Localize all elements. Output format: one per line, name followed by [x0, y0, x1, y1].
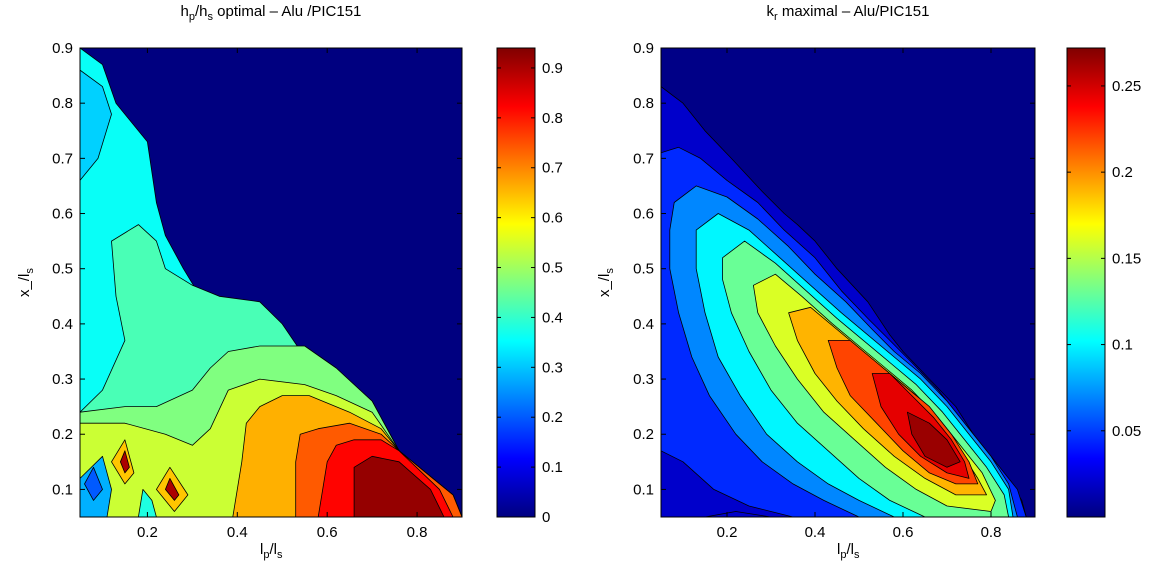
x-tick-label: 0.8 — [407, 524, 428, 541]
y-tick-label: 0.2 — [52, 426, 73, 443]
y-tick-label: 0.3 — [633, 371, 654, 388]
colorbar-tick-label: 0.4 — [542, 309, 563, 326]
y-tick-label: 0.1 — [633, 481, 654, 498]
y-tick-label: 0.9 — [52, 40, 73, 57]
contour-region-13 — [120, 450, 130, 474]
y-tick-label: 0.6 — [633, 206, 654, 223]
x-tick-label: 0.2 — [137, 524, 158, 541]
y-axis-label: x_/ls — [596, 268, 616, 297]
chart-title: hp/hs optimal – Alu /PIC151 — [180, 3, 362, 23]
x-axis-label: lp/ls — [260, 541, 283, 561]
left-chart-panel: hp/hs optimal – Alu /PIC151 0.2 0.4 0.6 0.8… — [16, 3, 563, 561]
x-tick-label: 0.6 — [317, 524, 338, 541]
x-axis-label: lp/ls — [837, 541, 860, 561]
colorbar-tick-label: 0.5 — [542, 260, 563, 277]
y-tick-label: 0.2 — [633, 426, 654, 443]
colorbar-tick-label: 0.25 — [1112, 78, 1141, 95]
y-tick-label: 0.4 — [633, 316, 654, 333]
contour-plot: 0.2 0.4 0.6 0.8 0.1 0.2 0.3 0.4 0.5 0.6 0.7 0.8 0.9 0… — [52, 40, 563, 541]
colorbar-tick-label: 0.1 — [542, 459, 563, 476]
contour-region-11 — [137, 488, 157, 517]
y-tick-label: 0.7 — [52, 150, 73, 167]
y-tick-label: 0.8 — [633, 95, 654, 112]
y-tick-label: 0.6 — [52, 206, 73, 223]
colorbar-tick-label: 0 — [542, 509, 550, 526]
x-tick-label: 0.4 — [805, 524, 826, 541]
y-tick-label: 0.8 — [52, 95, 73, 112]
colorbar — [1066, 47, 1106, 518]
axes-frame — [660, 47, 1036, 518]
chart-title: kr maximal – Alu/PIC151 — [766, 3, 930, 23]
y-tick-label: 0.3 — [52, 371, 73, 388]
x-tick-label: 0.6 — [893, 524, 914, 541]
contour-region-15 — [164, 477, 180, 501]
contour-region-10 — [84, 466, 103, 501]
colorbar-tick-label: 0.7 — [542, 160, 563, 177]
contour-region-10 — [704, 511, 772, 517]
y-tick-label: 0.5 — [52, 261, 73, 278]
colorbar-tick-label: 0.6 — [542, 210, 563, 227]
y-axis-label: x_/ls — [16, 268, 36, 297]
x-tick-label: 0.8 — [981, 524, 1002, 541]
colorbar-tick-label: 0.2 — [542, 409, 563, 426]
right-chart-panel: kr maximal – Alu/PIC151 0.2 0.4 0.6 0.8 0.1 0… — [580, 0, 1159, 575]
colorbar-tick-label: 0.1 — [1112, 337, 1133, 354]
colorbar-tick-label: 0.3 — [542, 359, 563, 376]
contour-region-9 — [906, 411, 961, 468]
contour-region-8 — [353, 455, 445, 517]
y-tick-label: 0.7 — [633, 150, 654, 167]
colorbar-tick-label: 0.2 — [1112, 164, 1133, 181]
y-tick-label: 0.4 — [52, 316, 73, 333]
x-tick-label: 0.4 — [227, 524, 248, 541]
x-tick-label: 0.2 — [717, 524, 738, 541]
y-tick-label: 0.1 — [52, 481, 73, 498]
colorbar-tick-label: 0.05 — [1112, 423, 1141, 440]
y-tick-label: 0.9 — [633, 40, 654, 57]
y-tick-label: 0.5 — [633, 261, 654, 278]
colorbar-tick-label: 0.9 — [542, 60, 563, 77]
contour-plot: 0.2 0.4 0.6 0.8 0.1 0.2 0.3 0.4 0.5 0.6 0.7 0.8 0.9 0… — [633, 40, 1141, 541]
colorbar — [496, 47, 536, 518]
axes-frame — [79, 47, 463, 518]
colorbar-tick-label: 0.15 — [1112, 250, 1141, 267]
contour-region-1 — [80, 69, 112, 181]
colorbar-tick-label: 0.8 — [542, 110, 563, 127]
